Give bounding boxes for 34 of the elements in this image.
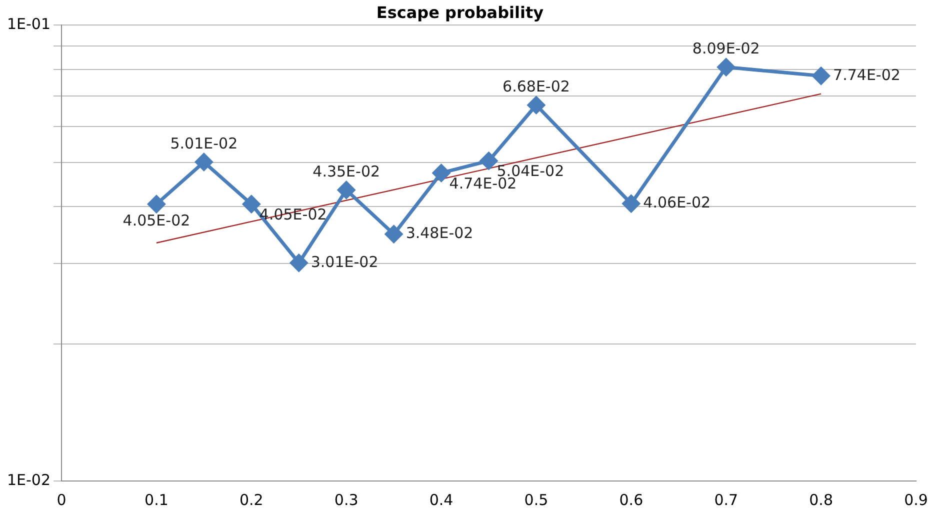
x-tick-label: 0.7: [714, 490, 738, 509]
x-tick-label: 0.5: [524, 490, 548, 509]
chart-title: Escape probability: [376, 2, 544, 22]
data-label: 4.35E-02: [312, 162, 380, 180]
data-label: 5.01E-02: [170, 134, 238, 152]
point: [622, 194, 640, 212]
y-tick-label: 1E-02: [6, 470, 51, 489]
x-tick-label: 0: [56, 490, 66, 509]
point: [812, 67, 830, 85]
data-label: 3.01E-02: [310, 252, 378, 271]
point: [338, 181, 356, 199]
point: [717, 58, 735, 76]
x-tick-label: 0.4: [429, 490, 454, 509]
x-tick-label: 0.3: [334, 490, 358, 509]
point: [527, 96, 545, 114]
x-tick-label: 0.6: [619, 490, 644, 509]
data-label: 7.74E-02: [833, 66, 900, 84]
point: [148, 195, 166, 213]
point: [480, 152, 498, 170]
data-label: 4.05E-02: [122, 212, 190, 230]
x-tick-label: 0.8: [809, 490, 833, 509]
point: [242, 195, 260, 213]
point: [432, 164, 450, 182]
data-label: 4.06E-02: [643, 194, 711, 212]
y-tick-label: 1E-01: [6, 15, 51, 34]
point: [385, 225, 403, 243]
point: [290, 254, 308, 272]
data-label: 6.68E-02: [502, 77, 570, 96]
x-tick-label: 0.2: [239, 490, 264, 509]
x-tick-label: 0.1: [144, 490, 168, 509]
point: [195, 153, 213, 171]
data-label: 8.09E-02: [692, 40, 760, 58]
data-label: 3.48E-02: [406, 224, 474, 242]
x-tick-label: 0.9: [904, 490, 928, 509]
